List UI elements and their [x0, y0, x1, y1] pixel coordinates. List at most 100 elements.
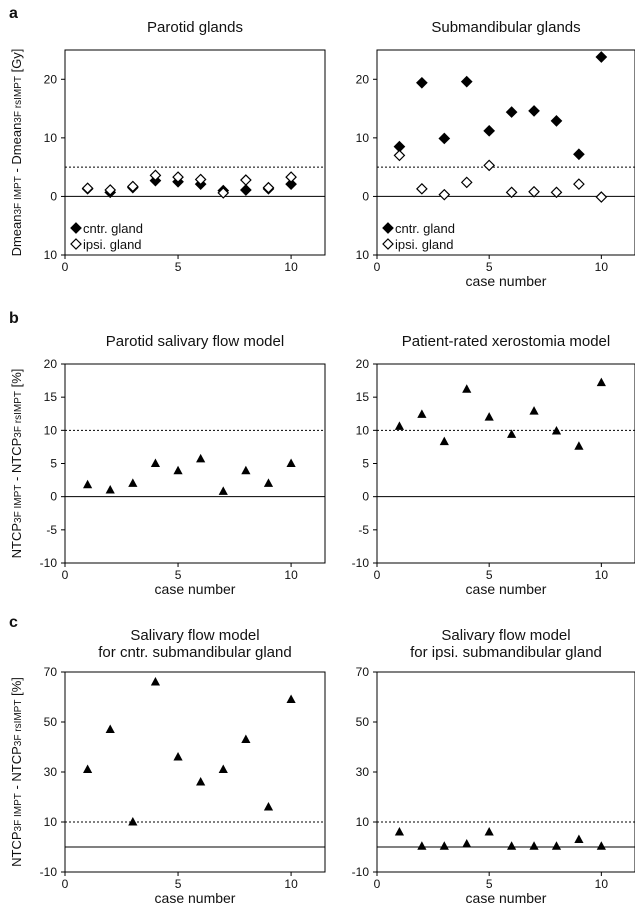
triangle-point — [439, 436, 449, 446]
cntr-gland-point — [285, 178, 297, 190]
x-tick-label: 0 — [62, 568, 69, 582]
panel-letter-c: c — [9, 614, 18, 631]
chart-title: Salivary flow model — [130, 627, 259, 644]
x-tick-label: 10 — [595, 260, 609, 274]
triangle-point — [596, 841, 606, 850]
x-tick-label: 0 — [374, 877, 381, 891]
triangle-point — [439, 841, 449, 850]
x-tick-label: 10 — [284, 568, 298, 582]
triangle-point — [83, 479, 93, 489]
y-tick-label: 30 — [44, 765, 58, 779]
legend-marker — [382, 238, 394, 250]
triangle-point — [173, 465, 183, 475]
triangle-point — [507, 841, 517, 850]
cntr-gland-point — [528, 105, 540, 117]
ipsi-gland-point — [505, 186, 518, 199]
x-axis-label: case number — [466, 890, 547, 906]
y-tick-label: 70 — [44, 665, 58, 679]
x-tick-label: 10 — [595, 877, 609, 891]
legend-label: ipsi. gland — [395, 237, 454, 252]
triangle-point — [417, 841, 427, 850]
plot-frame — [64, 363, 326, 564]
triangle-point — [507, 429, 517, 438]
y-tick-label: 0 — [50, 490, 57, 504]
y-tick-label: 50 — [44, 715, 58, 729]
triangle-point — [462, 384, 472, 393]
ipsi-gland-point — [460, 176, 473, 189]
ipsi-gland-point — [573, 178, 585, 190]
y-tick-label: -5 — [358, 523, 369, 537]
y-label-part: NTCP — [9, 831, 24, 866]
y-tick-label: 20 — [356, 72, 370, 86]
triangle-point — [394, 827, 405, 836]
legend-label: ipsi. gland — [83, 237, 142, 252]
y-tick-label: -10 — [40, 556, 58, 570]
x-axis-label: case number — [155, 890, 236, 906]
y-label-subscript: 3F rsIMPT — [13, 700, 24, 747]
y-axis-label-a: Dmean3F IMPT - Dmean3F rsIMPT [Gy] — [9, 49, 24, 257]
triangle-point — [218, 764, 228, 773]
y-axis-label-b: NTCP3F IMPT - NTCP3F rsIMPT [%] — [9, 369, 24, 559]
x-tick-label: 10 — [595, 568, 609, 582]
triangle-point — [394, 421, 405, 430]
ipsi-gland-point — [483, 159, 496, 172]
triangle-point — [150, 677, 161, 686]
cntr-gland-point — [550, 115, 563, 127]
triangle-point — [417, 409, 427, 418]
y-tick-label: 0 — [362, 490, 369, 504]
cntr-gland-point — [505, 106, 518, 118]
y-tick-label: -10 — [40, 865, 58, 879]
ipsi-gland-point — [285, 171, 297, 183]
triangle-point — [128, 817, 138, 826]
triangle-point — [173, 752, 183, 761]
ipsi-gland-point — [595, 191, 608, 203]
legend-label: cntr. gland — [395, 221, 455, 236]
ipsi-gland-point — [81, 182, 94, 195]
y-label-subscript: 3F IMPT — [13, 176, 24, 214]
chart-title: Salivary flow model — [441, 627, 570, 644]
x-tick-label: 0 — [62, 260, 69, 274]
x-tick-label: 10 — [284, 260, 298, 274]
chart-title: for cntr. submandibular gland — [98, 644, 291, 661]
triangle-point — [574, 441, 584, 450]
ipsi-gland-point — [194, 173, 207, 186]
y-label-subscript: 3F IMPT — [13, 485, 24, 523]
triangle-point — [105, 485, 115, 494]
chart-2: Submandibular glands 20 10 0 10 0 5 10 case numb… — [356, 19, 635, 289]
x-tick-label: 5 — [175, 260, 182, 274]
plot-frame — [376, 363, 635, 564]
triangle-point — [462, 839, 472, 848]
y-tick-label: 10 — [44, 423, 58, 437]
ipsi-gland-point — [126, 180, 139, 193]
chart-3: Parotid salivary flow model 20 15 10 5 0 -5 -10… — [40, 333, 326, 597]
ipsi-gland-point — [528, 185, 540, 198]
y-label-part: [%] — [9, 677, 24, 699]
triangle-point — [529, 841, 539, 850]
x-tick-label: 5 — [486, 877, 493, 891]
y-tick-label: 50 — [356, 715, 370, 729]
y-tick-label: 5 — [50, 457, 57, 471]
y-tick-label: 10 — [356, 248, 370, 262]
panel-letter-b: b — [9, 310, 19, 327]
y-tick-label: 0 — [50, 189, 57, 203]
legend-marker — [70, 222, 82, 234]
chart-1: Parotid glands 20 10 0 10 0 5 10 cntr. glandipsi… — [44, 19, 326, 274]
y-label-part: [%] — [9, 369, 24, 391]
y-label-part: - NTCP — [9, 438, 24, 485]
y-tick-label: 0 — [362, 189, 369, 203]
triangle-point — [150, 458, 161, 467]
y-tick-label: 10 — [356, 423, 370, 437]
x-axis-label: case number — [155, 581, 236, 597]
y-tick-label: 10 — [356, 131, 370, 145]
cntr-gland-point — [438, 132, 451, 145]
triangle-point — [551, 425, 562, 435]
plot-frame — [376, 671, 635, 873]
ipsi-gland-point — [240, 174, 252, 186]
y-label-part: - Dmean — [9, 123, 24, 176]
x-tick-label: 0 — [374, 260, 381, 274]
y-tick-label: 15 — [356, 390, 370, 404]
triangle-point — [83, 764, 93, 773]
y-tick-label: 10 — [356, 815, 370, 829]
